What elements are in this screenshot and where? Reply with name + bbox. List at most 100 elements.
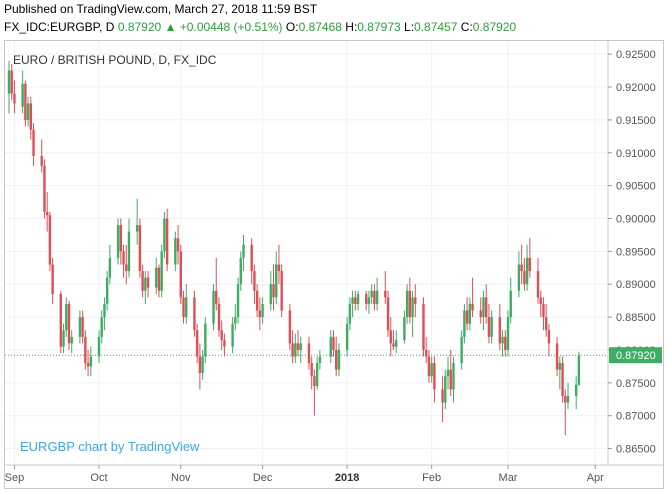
last-price-tag-bg [609, 347, 662, 364]
candle [125, 244, 128, 285]
candle-body [45, 211, 49, 216]
candle-body [471, 303, 474, 311]
candle [223, 333, 226, 357]
candle [40, 139, 43, 173]
candle-body [70, 336, 73, 344]
candle-body [484, 297, 488, 318]
candle-body [236, 284, 240, 318]
candle-body [195, 330, 199, 357]
candle [577, 351, 581, 386]
candle-body [86, 363, 90, 367]
candle [84, 330, 87, 370]
candle-body [318, 356, 322, 364]
candle [165, 208, 169, 272]
candle-body [84, 336, 87, 364]
last-price-tag-text: 0.87920 [616, 350, 656, 362]
candle-body [452, 363, 455, 390]
price-change: +0.00448 (+0.51%) [179, 20, 283, 34]
x-tick-label: Oct [90, 472, 107, 484]
x-tick-label: Nov [171, 472, 191, 484]
candle [288, 303, 292, 350]
candle [310, 356, 313, 390]
x-tick-label: Apr [587, 472, 604, 484]
watermark-link[interactable]: EURGBP chart by TradingView [20, 439, 200, 454]
y-tick-label: 0.87500 [616, 378, 656, 390]
candle [59, 290, 63, 354]
candle-body [165, 218, 169, 265]
candle [329, 330, 332, 364]
candle-body [411, 297, 414, 318]
candle [146, 271, 150, 298]
chart-frame[interactable]: 0.92500 0.92000 0.91500 0.91000 0.90500 0.900… [4, 40, 664, 489]
candle-body [193, 297, 196, 331]
candle-body [163, 218, 166, 252]
candle [182, 290, 185, 324]
candle-body [182, 297, 185, 318]
candle-body [564, 395, 567, 403]
candle [160, 244, 163, 298]
candle-body [272, 284, 275, 298]
price-axis[interactable]: 0.92500 0.92000 0.91500 0.91000 0.90500 0.900… [608, 49, 656, 456]
candle [433, 356, 436, 403]
candle [108, 244, 112, 285]
candle-body [444, 376, 447, 403]
candle [367, 290, 371, 314]
candle [29, 96, 33, 140]
candle-body [555, 343, 559, 370]
candle-body [468, 303, 472, 324]
time-axis[interactable]: Sep Oct Nov Dec 2018 Feb Mar Apr [5, 465, 604, 484]
candle-body [405, 290, 409, 318]
candle-body [67, 303, 71, 344]
candle-body [536, 271, 540, 298]
candle-body [528, 257, 532, 272]
chart-canvas[interactable]: 0.92500 0.92000 0.91500 0.91000 0.90500 0.900… [5, 41, 663, 488]
candle [65, 297, 68, 337]
candle [48, 211, 52, 272]
candle-body [105, 277, 109, 304]
candle [294, 333, 297, 364]
candle-body [520, 264, 523, 272]
candle-body [144, 277, 147, 291]
candle-body [307, 343, 311, 364]
y-tick-label: 0.87000 [616, 411, 656, 423]
candle-body [100, 317, 103, 337]
candle-body [367, 297, 371, 304]
candle-body [403, 317, 406, 341]
candle [135, 198, 139, 245]
candle [468, 297, 472, 331]
candle [204, 317, 207, 364]
candle-body [48, 215, 52, 265]
candle [217, 297, 221, 337]
candle [269, 271, 272, 311]
candle-body [446, 369, 450, 377]
candle-body [479, 310, 482, 318]
candle [141, 264, 144, 298]
candle [351, 290, 354, 318]
candle-body [220, 330, 223, 341]
candle-body [138, 225, 142, 272]
candle-body [108, 257, 112, 278]
candle [373, 284, 376, 311]
y-tick-label: 0.91000 [616, 148, 656, 160]
candle-layer [7, 60, 581, 436]
candle [384, 271, 387, 304]
candle [255, 284, 259, 318]
chart-title: EURO / BRITISH POUND, D, FX_IDC [13, 53, 217, 67]
x-tick-label: Feb [422, 472, 441, 484]
y-tick-label: 0.88500 [616, 312, 656, 324]
candle [356, 290, 360, 311]
candle [506, 310, 510, 357]
candle-body [78, 317, 82, 337]
candle-body [392, 343, 395, 347]
candle-body [425, 349, 428, 357]
candle [405, 284, 409, 324]
candle [179, 244, 182, 304]
candle-body [449, 369, 452, 390]
candle-body [501, 336, 504, 344]
candle [318, 349, 322, 370]
candle [81, 310, 84, 344]
candle-body [157, 267, 161, 291]
candle-body [345, 323, 349, 350]
high-label: H: [345, 20, 358, 34]
candle [103, 297, 106, 331]
